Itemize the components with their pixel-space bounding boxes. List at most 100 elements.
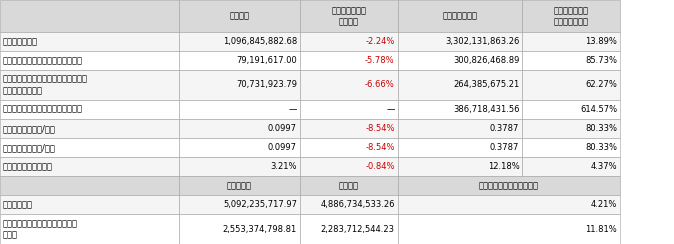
Bar [522,138,620,157]
Text: 614.57%: 614.57% [580,105,617,114]
Text: —: — [288,105,297,114]
Bar [522,70,620,100]
Text: 2,553,374,798.81: 2,553,374,798.81 [222,225,297,234]
Text: 4,886,734,533.26: 4,886,734,533.26 [320,200,395,209]
Bar [300,51,398,70]
Bar [300,119,398,138]
Text: 386,718,431.56: 386,718,431.56 [453,105,520,114]
Bar [522,157,620,176]
Bar [398,138,522,157]
Text: 年初至报告期末: 年初至报告期末 [443,11,477,20]
Bar [0,51,179,70]
Text: 营业收入（元）: 营业收入（元） [3,37,38,46]
Bar [179,51,300,70]
Text: —: — [386,105,395,114]
Bar [0,195,179,214]
Bar [179,214,300,244]
Text: 本报告期比上年
同期增减: 本报告期比上年 同期增减 [332,6,366,26]
Bar [300,195,398,214]
Bar [179,138,300,157]
Text: 上年度末: 上年度末 [339,181,359,190]
Bar [300,32,398,51]
Bar [300,138,398,157]
Bar [0,176,179,195]
Bar [522,100,620,119]
Text: 本报告期: 本报告期 [229,11,249,20]
Text: -8.54%: -8.54% [365,124,395,133]
Text: 加权平均净资产收益率: 加权平均净资产收益率 [3,162,53,171]
Bar [398,32,522,51]
Text: 4.21%: 4.21% [590,200,617,209]
Bar [300,214,398,244]
Text: 本报告期末: 本报告期末 [226,181,252,190]
Bar [0,0,179,32]
Text: 2,283,712,544.23: 2,283,712,544.23 [321,225,395,234]
Bar [179,32,300,51]
Text: 85.73%: 85.73% [585,56,617,65]
Text: 年初至报告期末
比上年同期增减: 年初至报告期末 比上年同期增减 [554,6,588,26]
Text: 12.18%: 12.18% [487,162,520,171]
Bar [522,51,620,70]
Text: 3.21%: 3.21% [270,162,297,171]
Bar [179,195,300,214]
Text: 62.27%: 62.27% [585,80,617,89]
Bar [179,176,300,195]
Bar [0,70,179,100]
Text: -2.24%: -2.24% [365,37,395,46]
Text: 稀释每股收益（元/股）: 稀释每股收益（元/股） [3,143,56,152]
Text: 0.3787: 0.3787 [490,124,520,133]
Bar [522,119,620,138]
Text: 0.0997: 0.0997 [268,143,297,152]
Text: 基本每股收益（元/股）: 基本每股收益（元/股） [3,124,56,133]
Bar [179,70,300,100]
Bar [522,32,620,51]
Text: 本报告期末比上年度末增减: 本报告期末比上年度末增减 [479,181,539,190]
Bar [398,119,522,138]
Bar [398,0,522,32]
Bar [300,70,398,100]
Bar [522,0,620,32]
Bar [398,214,620,244]
Text: -0.84%: -0.84% [365,162,395,171]
Text: -5.78%: -5.78% [365,56,395,65]
Text: 79,191,617.00: 79,191,617.00 [236,56,297,65]
Text: 经营活动产生的现金流量净额（元）: 经营活动产生的现金流量净额（元） [3,105,83,114]
Bar [300,176,398,195]
Text: 70,731,923.79: 70,731,923.79 [236,80,297,89]
Text: 总资产（元）: 总资产（元） [3,200,33,209]
Text: 0.0997: 0.0997 [268,124,297,133]
Text: 0.3787: 0.3787 [490,143,520,152]
Text: 3,302,131,863.26: 3,302,131,863.26 [445,37,520,46]
Bar [179,100,300,119]
Bar [398,157,522,176]
Text: -8.54%: -8.54% [365,143,395,152]
Text: -6.66%: -6.66% [365,80,395,89]
Text: 4.37%: 4.37% [590,162,617,171]
Bar [300,0,398,32]
Text: 归属于上市公司股东的净利润（元）: 归属于上市公司股东的净利润（元） [3,56,83,65]
Text: 5,092,235,717.97: 5,092,235,717.97 [223,200,297,209]
Bar [300,157,398,176]
Text: 13.89%: 13.89% [585,37,617,46]
Text: 80.33%: 80.33% [585,143,617,152]
Bar [179,119,300,138]
Bar [179,157,300,176]
Bar [398,51,522,70]
Bar [0,119,179,138]
Bar [0,100,179,119]
Bar [398,100,522,119]
Text: 80.33%: 80.33% [585,124,617,133]
Bar [398,195,620,214]
Bar [0,157,179,176]
Bar [0,32,179,51]
Bar [300,100,398,119]
Bar [0,138,179,157]
Text: 300,826,468.89: 300,826,468.89 [453,56,520,65]
Bar [398,176,620,195]
Text: 归属于上市公司股东的扣除非经常性损
益的净利润（元）: 归属于上市公司股东的扣除非经常性损 益的净利润（元） [3,75,88,95]
Text: 11.81%: 11.81% [585,225,617,234]
Text: 264,385,675.21: 264,385,675.21 [453,80,520,89]
Bar [398,70,522,100]
Bar [0,214,179,244]
Text: 归属于上市公司股东的所有者权益
（元）: 归属于上市公司股东的所有者权益 （元） [3,219,78,239]
